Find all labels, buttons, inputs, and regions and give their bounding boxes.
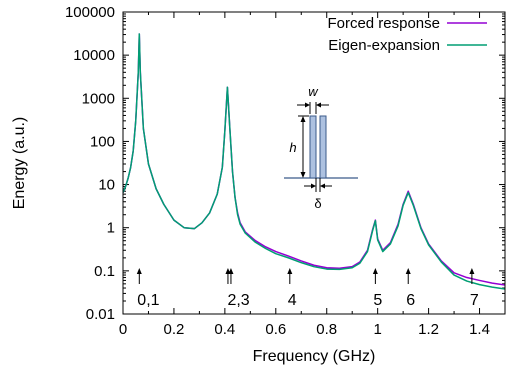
mode-label: 7: [470, 292, 479, 309]
mode-annotation: 5: [372, 268, 382, 309]
mode-arrowhead: [405, 268, 411, 274]
inset-w-label: w: [308, 84, 319, 99]
mode-arrowhead: [372, 268, 378, 274]
x-tick-label: 0.4: [214, 321, 235, 338]
x-tick-label: 1.2: [418, 321, 439, 338]
mode-annotations: 0,1 2,3 4 5 6 7: [136, 268, 479, 309]
series-line-1: [123, 33, 505, 290]
y-tick-label: 10000: [73, 47, 115, 64]
mode-arrowhead: [287, 268, 293, 274]
inset-bar-right: [319, 115, 327, 179]
y-tick-label: 1: [107, 220, 115, 237]
mode-annotation: 6: [405, 268, 415, 309]
inset-h-arrowhead-bottom: [300, 172, 306, 178]
mode-arrowhead: [469, 268, 475, 274]
inset-diagram: w h δ: [284, 84, 358, 211]
inset-d-arrowhead-right: [320, 183, 325, 189]
inset-w-arrowhead-right: [316, 102, 321, 108]
mode-arrowhead: [136, 268, 142, 274]
legend: Forced response Eigen-expansion: [327, 15, 487, 54]
x-tick-label: 1: [373, 321, 381, 338]
y-tick-label: 100000: [65, 4, 115, 21]
plot-clip-group: [123, 33, 505, 290]
mode-label: 4: [288, 292, 297, 309]
legend-label-forced: Forced response: [327, 15, 440, 32]
y-tick-label: 100: [90, 133, 115, 150]
mode-label: 5: [373, 292, 382, 309]
mode-label: 6: [406, 292, 415, 309]
legend-label-eigen: Eigen-expansion: [328, 37, 440, 54]
x-tick-label: 0.8: [316, 321, 337, 338]
inset-bar-left: [309, 115, 317, 179]
y-tick-label: 10: [98, 177, 115, 194]
mode-arrowhead: [228, 268, 234, 274]
mode-annotation: 0,1: [136, 268, 160, 309]
inset-delta-label: δ: [314, 196, 321, 211]
y-axis-title: Energy (a.u.): [11, 117, 28, 209]
mode-annotation: 4: [287, 268, 297, 309]
mode-label: 0,1: [137, 292, 159, 309]
plot-frame: [122, 11, 506, 315]
mode-annotation: 2,3: [225, 268, 250, 309]
x-tick-label: 0.6: [265, 321, 286, 338]
inset-h-label: h: [289, 140, 296, 155]
mode-annotation: 7: [469, 268, 479, 309]
inset-w-arrowhead-left: [305, 102, 310, 108]
x-tick-label: 1.4: [469, 321, 490, 338]
grid-and-ticks: 0 0.2 0.4 0.6 0.8 1 1.2 1.4 0.01 0.1 1 10 100 1000 100…: [65, 4, 506, 338]
series-layer: [123, 33, 505, 290]
mode-label: 2,3: [227, 292, 249, 309]
inset-h-arrowhead-top: [300, 116, 306, 122]
x-tick-label: 0.2: [164, 321, 185, 338]
y-tick-label: 0.01: [86, 306, 115, 323]
y-tick-label: 0.1: [94, 263, 115, 280]
inset-d-arrowhead-left: [311, 183, 316, 189]
x-axis-title: Frequency (GHz): [253, 348, 376, 365]
x-tick-label: 0: [119, 321, 127, 338]
y-tick-label: 1000: [82, 90, 115, 107]
